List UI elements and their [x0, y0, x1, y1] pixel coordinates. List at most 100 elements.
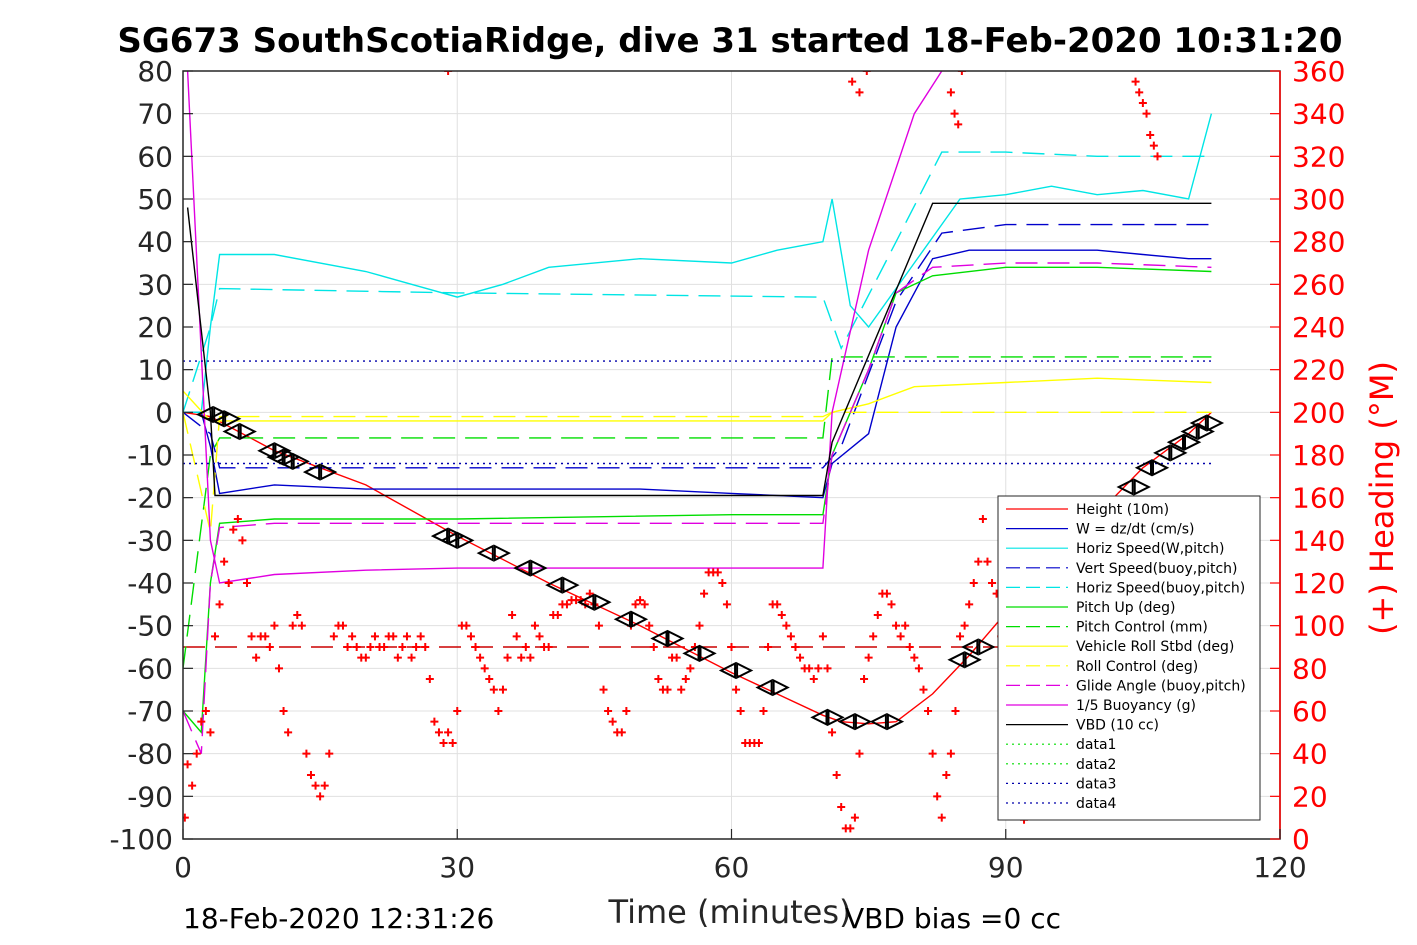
heading-point: [700, 589, 709, 598]
right-y-tick-label: 60: [1292, 695, 1328, 728]
right-y-tick-label: 260: [1292, 268, 1345, 301]
heading-point: [316, 792, 325, 801]
heading-point: [453, 707, 462, 715]
heading-point: [604, 707, 613, 715]
heading-point: [946, 88, 955, 97]
series-line-10: [186, 71, 943, 584]
y-tick-label: -40: [127, 567, 173, 600]
heading-point: [919, 685, 928, 694]
legend-label: data4: [1076, 796, 1117, 812]
heading-point: [645, 621, 654, 630]
heading-point: [508, 611, 517, 619]
heading-point: [764, 643, 773, 651]
heading-point: [530, 621, 539, 630]
heading-point: [416, 632, 425, 641]
heading-point: [617, 728, 626, 737]
heading-point: [869, 632, 878, 641]
heading-point: [338, 621, 347, 630]
heading-point: [850, 813, 859, 822]
heading-point: [238, 536, 247, 545]
heading-point: [754, 739, 763, 747]
heading-point: [498, 685, 507, 694]
heading-point: [905, 643, 914, 651]
series-line-6: [183, 356, 1212, 669]
heading-point: [956, 632, 965, 641]
y-tick-label: 0: [155, 396, 173, 429]
heading-point: [512, 632, 521, 641]
heading-point: [773, 600, 782, 609]
heading-point: [896, 632, 905, 641]
heading-point: [957, 71, 966, 75]
right-y-tick-label: 40: [1292, 738, 1328, 771]
heading-point: [713, 568, 722, 577]
heading-point: [270, 621, 279, 630]
y-tick-label: 40: [137, 226, 173, 259]
right-y-tick-label: 80: [1292, 652, 1328, 685]
heading-point: [476, 653, 485, 662]
heading-point: [393, 653, 402, 662]
heading-point: [910, 653, 919, 662]
legend-label: Horiz Speed(W,pitch): [1076, 541, 1224, 557]
heading-point: [672, 653, 681, 662]
heading-point: [215, 600, 224, 609]
y-tick-label: 50: [137, 183, 173, 216]
heading-point: [681, 675, 690, 683]
heading-point: [892, 621, 901, 630]
heading-point: [430, 717, 439, 726]
heading-point: [873, 611, 882, 619]
heading-point: [933, 792, 942, 801]
heading-point: [965, 600, 974, 609]
heading-point: [1149, 141, 1158, 150]
heading-point: [521, 643, 530, 651]
heading-point: [329, 632, 338, 641]
heading-point: [380, 643, 389, 651]
legend-label: Pitch Up (deg): [1076, 600, 1175, 616]
heading-point: [1142, 109, 1151, 118]
series-line-8: [183, 411, 1212, 532]
legend: Height (10m) W = dz/dt (cm/s) Horiz Speed(…: [997, 495, 1261, 821]
y-tick-label: 30: [137, 268, 173, 301]
heading-point: [229, 525, 238, 534]
heading-point: [466, 632, 475, 641]
heading-point: [517, 653, 526, 662]
right-y-tick-label: 160: [1292, 482, 1345, 515]
right-y-tick-label: 200: [1292, 396, 1345, 429]
heading-point: [978, 515, 987, 523]
y-tick-label: -80: [127, 738, 173, 771]
y-tick-label: 60: [137, 140, 173, 173]
footer-timestamp: 18-Feb-2020 12:31:26: [183, 902, 494, 935]
heading-point: [950, 109, 959, 118]
heading-point: [901, 621, 910, 630]
heading-point: [882, 589, 891, 598]
y-tick-label: 20: [137, 311, 173, 344]
heading-point: [261, 632, 270, 641]
heading-point: [814, 664, 823, 673]
x-axis-label: Time (minutes): [608, 893, 852, 931]
right-y-tick-label: 220: [1292, 354, 1345, 387]
right-y-tick-label: 100: [1292, 610, 1345, 643]
heading-point: [448, 739, 457, 747]
y-tick-label: 10: [137, 354, 173, 387]
heading-point: [398, 643, 407, 651]
legend-label: Vehicle Roll Stbd (deg): [1076, 639, 1234, 655]
heading-point: [284, 728, 293, 737]
heading-point: [434, 728, 443, 737]
heading-point: [848, 77, 857, 86]
heading-point: [361, 653, 370, 662]
heading-point: [444, 728, 453, 737]
heading-point: [485, 675, 494, 683]
right-y-tick-label: 300: [1292, 183, 1345, 216]
heading-point: [247, 632, 256, 641]
heading-point: [201, 707, 210, 715]
heading-point: [421, 643, 430, 651]
heading-point: [805, 664, 814, 673]
heading-point: [782, 621, 791, 630]
heading-point: [366, 643, 375, 651]
heading-point: [224, 579, 233, 587]
heading-point: [210, 632, 219, 641]
right-y-tick-label: 0: [1292, 823, 1310, 856]
heading-point: [695, 621, 704, 630]
heading-point: [809, 675, 818, 683]
heading-point: [969, 579, 978, 587]
